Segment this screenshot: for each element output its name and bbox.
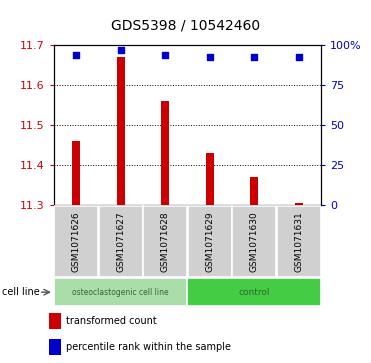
Bar: [49, 313, 62, 329]
Bar: [143, 206, 187, 277]
Text: GSM1071626: GSM1071626: [72, 211, 81, 272]
Point: [251, 54, 257, 60]
Point: [162, 52, 168, 58]
Text: osteoclastogenic cell line: osteoclastogenic cell line: [72, 288, 169, 297]
Bar: [206, 153, 214, 205]
Point: [73, 52, 79, 58]
Point: [296, 54, 302, 60]
Text: GSM1071631: GSM1071631: [294, 211, 303, 272]
Bar: [54, 206, 98, 277]
Bar: [116, 57, 125, 205]
Bar: [188, 206, 232, 277]
Bar: [187, 278, 321, 306]
Bar: [72, 141, 80, 205]
Point: [207, 54, 213, 60]
Bar: [250, 177, 258, 205]
Text: GSM1071630: GSM1071630: [250, 211, 259, 272]
Bar: [277, 206, 321, 277]
Bar: [295, 203, 303, 205]
Text: GDS5398 / 10542460: GDS5398 / 10542460: [111, 18, 260, 32]
Bar: [49, 339, 62, 355]
Bar: [54, 278, 187, 306]
Bar: [99, 206, 142, 277]
Text: GSM1071628: GSM1071628: [161, 211, 170, 272]
Text: GSM1071629: GSM1071629: [205, 211, 214, 272]
Text: control: control: [239, 288, 270, 297]
Text: percentile rank within the sample: percentile rank within the sample: [66, 342, 231, 352]
Bar: [232, 206, 276, 277]
Point: [118, 47, 124, 53]
Text: GSM1071627: GSM1071627: [116, 211, 125, 272]
Bar: [161, 101, 169, 205]
Text: cell line: cell line: [2, 287, 40, 297]
Text: transformed count: transformed count: [66, 316, 156, 326]
